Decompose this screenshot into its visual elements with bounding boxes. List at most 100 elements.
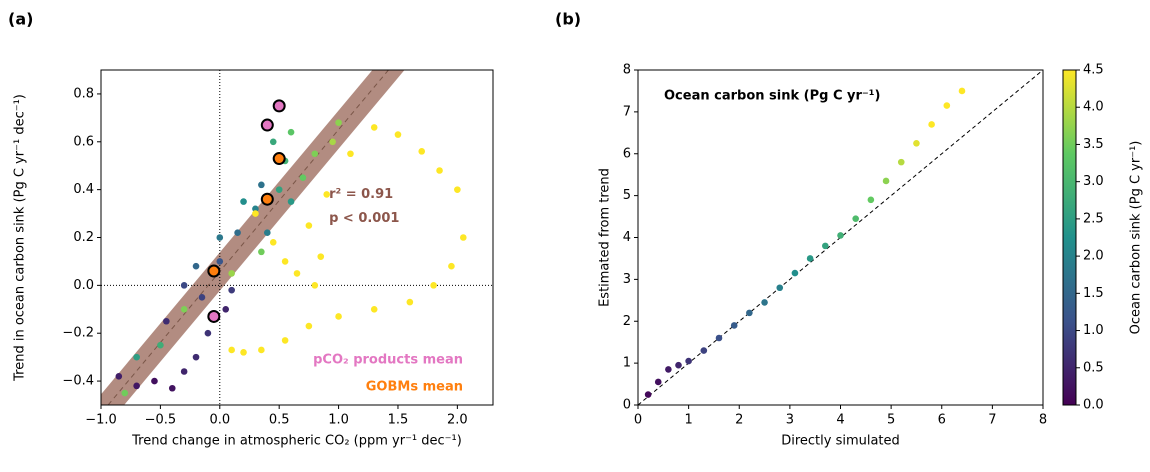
point (347, 150, 354, 158)
x-tick-label: −0.5 (145, 413, 177, 428)
x-tick-label: 7 (988, 413, 996, 428)
point (317, 253, 325, 260)
point (806, 255, 814, 262)
point (335, 313, 342, 320)
mean-marker (207, 309, 221, 323)
y-tick-label: 0.2 (73, 230, 94, 245)
x-tick-label: 2.0 (447, 413, 468, 428)
point (180, 368, 188, 375)
point (133, 382, 140, 390)
colorbar-tick-label: 3.0 (1083, 174, 1104, 189)
point (180, 305, 188, 313)
colorbar-tick-label: 2.5 (1083, 211, 1104, 226)
point (311, 150, 319, 158)
point (258, 346, 265, 354)
point (281, 258, 289, 265)
colorbar-tick-label: 2.0 (1083, 249, 1104, 264)
point (329, 138, 336, 146)
point (644, 391, 652, 398)
point (406, 298, 414, 306)
point (258, 181, 265, 189)
point (275, 186, 283, 193)
point (958, 87, 966, 95)
y-axis-label: Estimated from trend (598, 168, 613, 307)
y-tick-label: 0 (623, 398, 631, 413)
mean-marker (272, 99, 286, 113)
point (252, 210, 259, 217)
point (198, 294, 206, 301)
point (216, 258, 224, 265)
point (943, 102, 951, 109)
point (730, 322, 738, 329)
point (269, 138, 277, 146)
x-axis-label: Trend change in atmospheric CO₂ (ppm yr⁻… (131, 434, 462, 449)
point (180, 282, 188, 289)
point (121, 389, 129, 397)
point (761, 299, 768, 306)
point (370, 305, 378, 313)
panel-label: (a) (8, 10, 33, 29)
point (665, 366, 672, 373)
point (115, 372, 123, 380)
point (685, 357, 692, 365)
marker-legend: GOBMs mean (366, 380, 463, 395)
x-tick-label: 8 (1039, 413, 1047, 428)
point (222, 305, 230, 313)
point (133, 353, 140, 361)
point (436, 167, 443, 174)
point (867, 196, 875, 204)
point (151, 377, 158, 385)
point (228, 286, 235, 294)
point (240, 349, 247, 356)
plot-area (638, 70, 1043, 405)
y-tick-label: 8 (623, 63, 631, 78)
y-axis-label: Trend in ocean carbon sink (Pg C yr⁻¹ de… (13, 94, 28, 382)
plot-area (101, 70, 493, 405)
mean-marker (260, 192, 274, 206)
y-tick-label: 0.4 (73, 182, 94, 197)
mean-marker (207, 264, 221, 278)
point (287, 198, 295, 205)
x-tick-label: 0.0 (209, 413, 230, 428)
y-tick-label: 3 (623, 272, 631, 287)
point (240, 198, 247, 205)
point (335, 119, 342, 126)
point (228, 270, 235, 277)
point (305, 322, 313, 330)
point (293, 270, 301, 277)
y-tick-label: 1 (623, 356, 631, 371)
fit-line (107, 70, 389, 405)
y-tick-label: 6 (623, 146, 631, 161)
point (700, 347, 708, 354)
point (157, 341, 164, 349)
point (928, 121, 935, 128)
y-tick-label: 0.6 (73, 134, 94, 149)
point (299, 174, 307, 181)
point (897, 158, 905, 166)
y-tick-label: 0.8 (73, 86, 94, 101)
colorbar-tick-label: 0.5 (1083, 360, 1104, 375)
colorbar-tick-label: 1.5 (1083, 286, 1104, 301)
colorbar (1062, 69, 1077, 406)
y-tick-label: −0.2 (62, 326, 94, 341)
x-tick-label: 2 (735, 413, 743, 428)
annotation: r² = 0.91 (329, 187, 393, 202)
point (418, 148, 426, 155)
colorbar-label: Ocean carbon sink (Pg C yr⁻¹) (1129, 141, 1144, 335)
point (882, 177, 890, 185)
point (454, 186, 461, 193)
annotation: p < 0.001 (329, 211, 399, 226)
x-tick-label: 5 (887, 413, 895, 428)
x-tick-label: 3 (786, 413, 794, 428)
point (370, 124, 378, 131)
y-tick-label: 5 (623, 188, 631, 203)
x-tick-label: 1 (684, 413, 692, 428)
point (264, 229, 271, 237)
mean-marker (272, 152, 286, 166)
point (448, 262, 455, 270)
point (228, 346, 235, 354)
panel-title: Ocean carbon sink (Pg C yr⁻¹) (664, 89, 880, 104)
point (234, 229, 241, 237)
x-tick-label: 0 (634, 413, 642, 428)
point (287, 128, 295, 136)
